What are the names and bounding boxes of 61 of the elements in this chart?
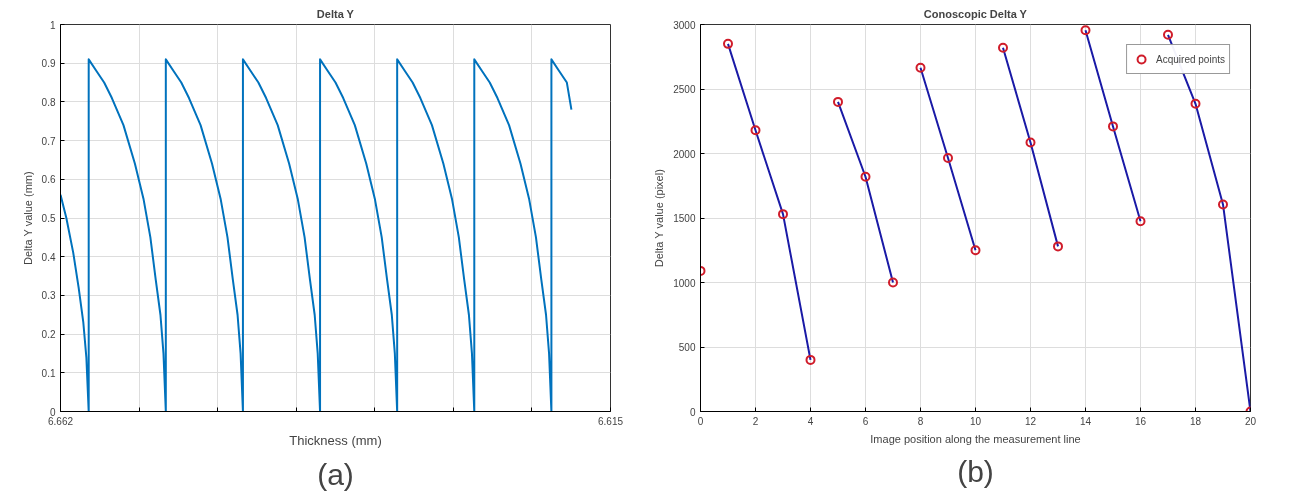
line-series (60, 58, 573, 412)
point (1080, 25, 1091, 36)
x-tick-label: 2 (752, 415, 759, 427)
x-axis-title: Thickness (mm) (289, 432, 382, 448)
point (915, 62, 926, 73)
point (970, 245, 981, 256)
point (750, 125, 761, 136)
y-tick-label: 1000 (673, 277, 696, 289)
point (1218, 199, 1228, 210)
point (943, 153, 953, 164)
chart-title: Conoscopic Delta Y (923, 7, 1028, 20)
point (860, 171, 871, 182)
text: (a) (317, 457, 354, 491)
y-tick-label: 1 (49, 19, 56, 31)
x-tick-label: 6 (862, 415, 869, 427)
y-tick-label: 0.3 (41, 290, 56, 302)
point (778, 209, 788, 220)
point (1163, 29, 1173, 40)
point (1025, 137, 1036, 148)
x-tick-label: 16 (1134, 415, 1147, 427)
x-tick-label: 10 (969, 415, 982, 427)
y-tick-label: 0.9 (41, 58, 56, 70)
chart-title: Delta Y (316, 7, 355, 20)
line-series (727, 42, 812, 361)
y-tick-label: 0 (49, 406, 56, 418)
x-tick-label: 18 (1189, 415, 1202, 427)
point (1053, 241, 1063, 252)
point (888, 277, 898, 288)
y-axis-title: Delta Y value (pixel) (653, 169, 666, 268)
point (998, 42, 1008, 53)
x-tick-label: 6.662 (47, 415, 74, 427)
x-tick-label: 0 (697, 415, 704, 427)
y-tick-label: 2000 (673, 148, 696, 160)
x-tick-label: 6.615 (597, 415, 624, 427)
y-tick-label: 0.5 (41, 213, 56, 224)
point (1190, 98, 1201, 109)
x-tick-label: 14 (1079, 415, 1092, 427)
point (1108, 121, 1118, 132)
y-axis-title: Delta Y value (mm) (21, 171, 34, 266)
y-tick-label: 2500 (673, 84, 696, 95)
point (833, 96, 843, 107)
x-tick-label: 20 (1244, 415, 1257, 427)
text: (b) (957, 454, 994, 488)
y-tick-label: 1500 (673, 213, 696, 224)
y-tick-label: 0.8 (41, 96, 56, 108)
y-tick-label: 0.6 (41, 174, 56, 186)
x-tick-label: 8 (917, 415, 924, 427)
y-tick-label: 0 (689, 406, 696, 418)
y-tick-label: 0.1 (41, 367, 56, 379)
y-tick-label: 0.4 (41, 251, 56, 263)
point (723, 38, 733, 49)
point (805, 354, 816, 365)
point (1135, 216, 1146, 227)
legend-label: Acquired points (1156, 53, 1225, 65)
x-tick-label: 12 (1024, 415, 1037, 427)
y-tick-label: 0.7 (41, 135, 56, 147)
x-axis-title: Image position along the measurement line (870, 432, 1081, 445)
x-tick-label: 4 (807, 415, 814, 427)
y-tick-label: 500 (678, 342, 696, 353)
y-tick-label: 3000 (673, 19, 696, 31)
y-tick-label: 0.2 (41, 329, 56, 341)
